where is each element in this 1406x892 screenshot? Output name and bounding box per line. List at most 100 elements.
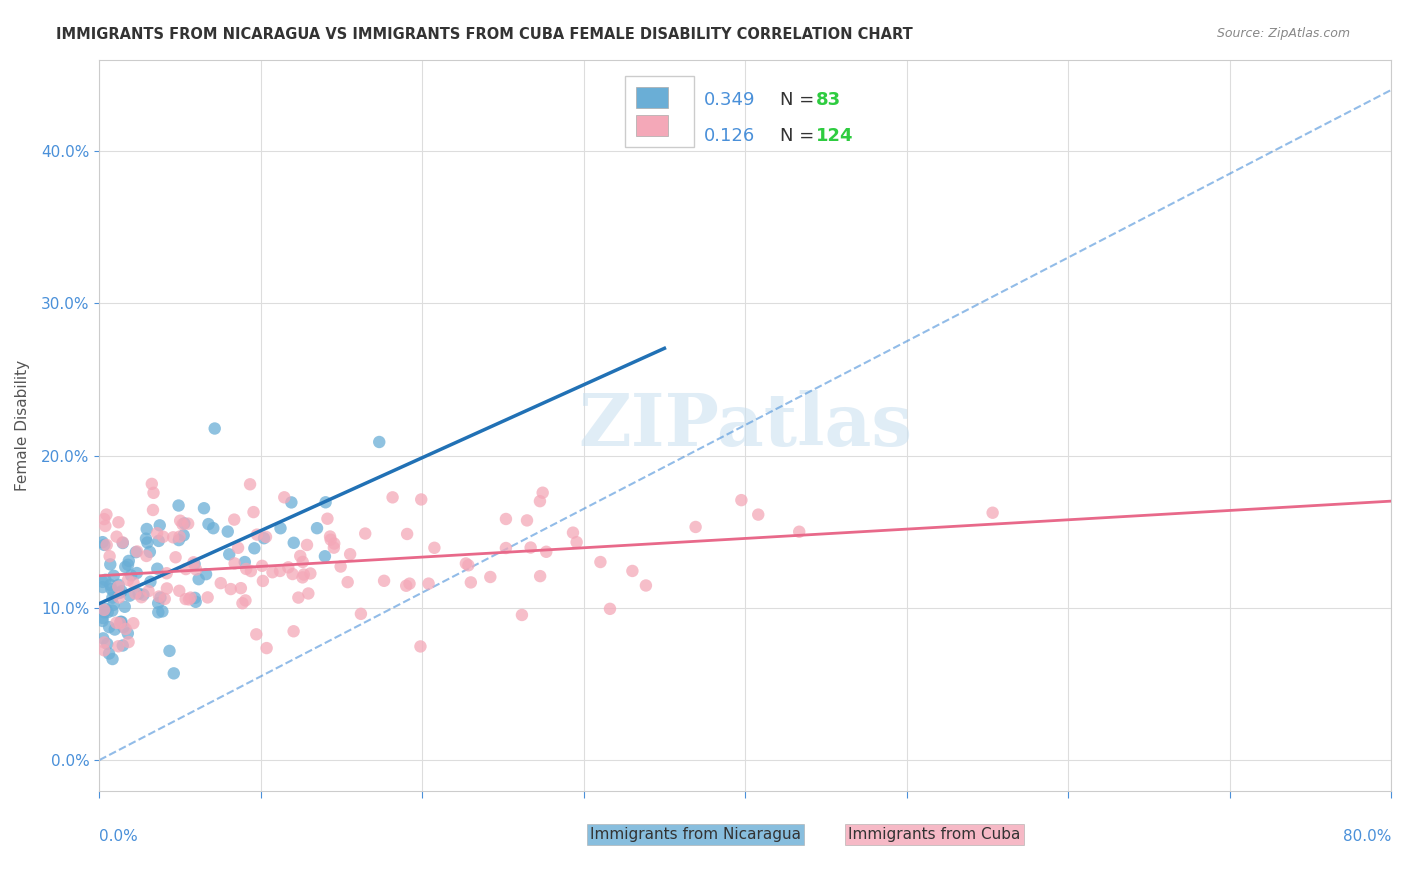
Point [150,604,173,618]
Point [173,516,195,531]
Point [599,602,621,616]
Point [117,626,139,640]
Point [634,578,657,592]
Point [91,632,114,646]
Point [396,527,419,541]
Point [184,595,207,609]
Point [122,616,145,631]
Point [127,544,149,558]
Point [747,508,769,522]
Point [125,545,148,559]
Point [118,554,141,568]
Point [93,538,115,552]
Point [91,611,114,625]
Point [114,599,136,614]
Point [495,541,517,555]
Point [135,532,157,546]
Point [235,593,257,607]
Point [146,596,169,610]
Point [246,527,269,541]
Point [299,566,322,581]
Text: N =: N = [780,128,814,145]
Point [297,586,319,600]
Point [111,536,134,550]
Point [135,522,157,536]
Point [510,607,533,622]
Point [239,477,262,491]
Point [314,549,336,564]
Point [239,564,262,578]
Point [111,615,134,629]
Point [108,586,131,600]
Point [479,570,502,584]
Point [148,590,170,604]
Point [454,557,477,571]
Point [163,666,186,681]
Point [787,524,810,539]
Point [125,566,148,580]
Point [202,521,225,535]
Point [93,605,115,619]
Point [107,516,129,530]
Point [139,574,162,589]
Point [589,555,612,569]
Point [519,541,541,555]
Point [94,573,117,587]
Point [254,530,277,544]
Point [108,616,131,631]
Point [159,644,181,658]
Point [101,604,124,618]
Point [105,530,128,544]
Point [101,652,124,666]
Point [93,603,115,617]
Point [269,521,291,535]
Point [336,575,359,590]
Point [243,541,266,556]
Text: 0.349: 0.349 [704,91,755,109]
Point [167,583,190,598]
Point [529,569,551,583]
Point [291,555,314,569]
Point [148,605,170,619]
Point [100,582,122,596]
Point [98,578,121,592]
Point [101,591,124,605]
Point [138,584,160,599]
Text: Source: ZipAtlas.com: Source: ZipAtlas.com [1216,27,1350,40]
Text: R =: R = [661,128,700,145]
Point [169,514,191,528]
Point [495,512,517,526]
Point [183,555,205,569]
Point [117,558,139,572]
Point [395,579,418,593]
Point [146,562,169,576]
Point [174,562,197,576]
Point [120,568,142,582]
Point [242,505,264,519]
Point [531,485,554,500]
Point [283,536,305,550]
Point [136,535,159,549]
Point [277,560,299,574]
Point [305,521,328,535]
Point [283,624,305,639]
Point [96,538,118,552]
Point [316,512,339,526]
Point [131,591,153,605]
Text: ZIPatlas: ZIPatlas [578,390,912,460]
Point [169,530,191,544]
Point [142,503,165,517]
Point [135,549,157,563]
Point [245,627,267,641]
Point [219,582,242,596]
Point [91,580,114,594]
Legend: , : , [626,76,693,146]
Point [128,586,150,600]
Point [685,520,707,534]
Point [409,640,432,654]
Text: 0.126: 0.126 [704,128,755,145]
Point [350,607,373,621]
Point [423,541,446,555]
Point [91,574,114,589]
Point [183,557,205,571]
